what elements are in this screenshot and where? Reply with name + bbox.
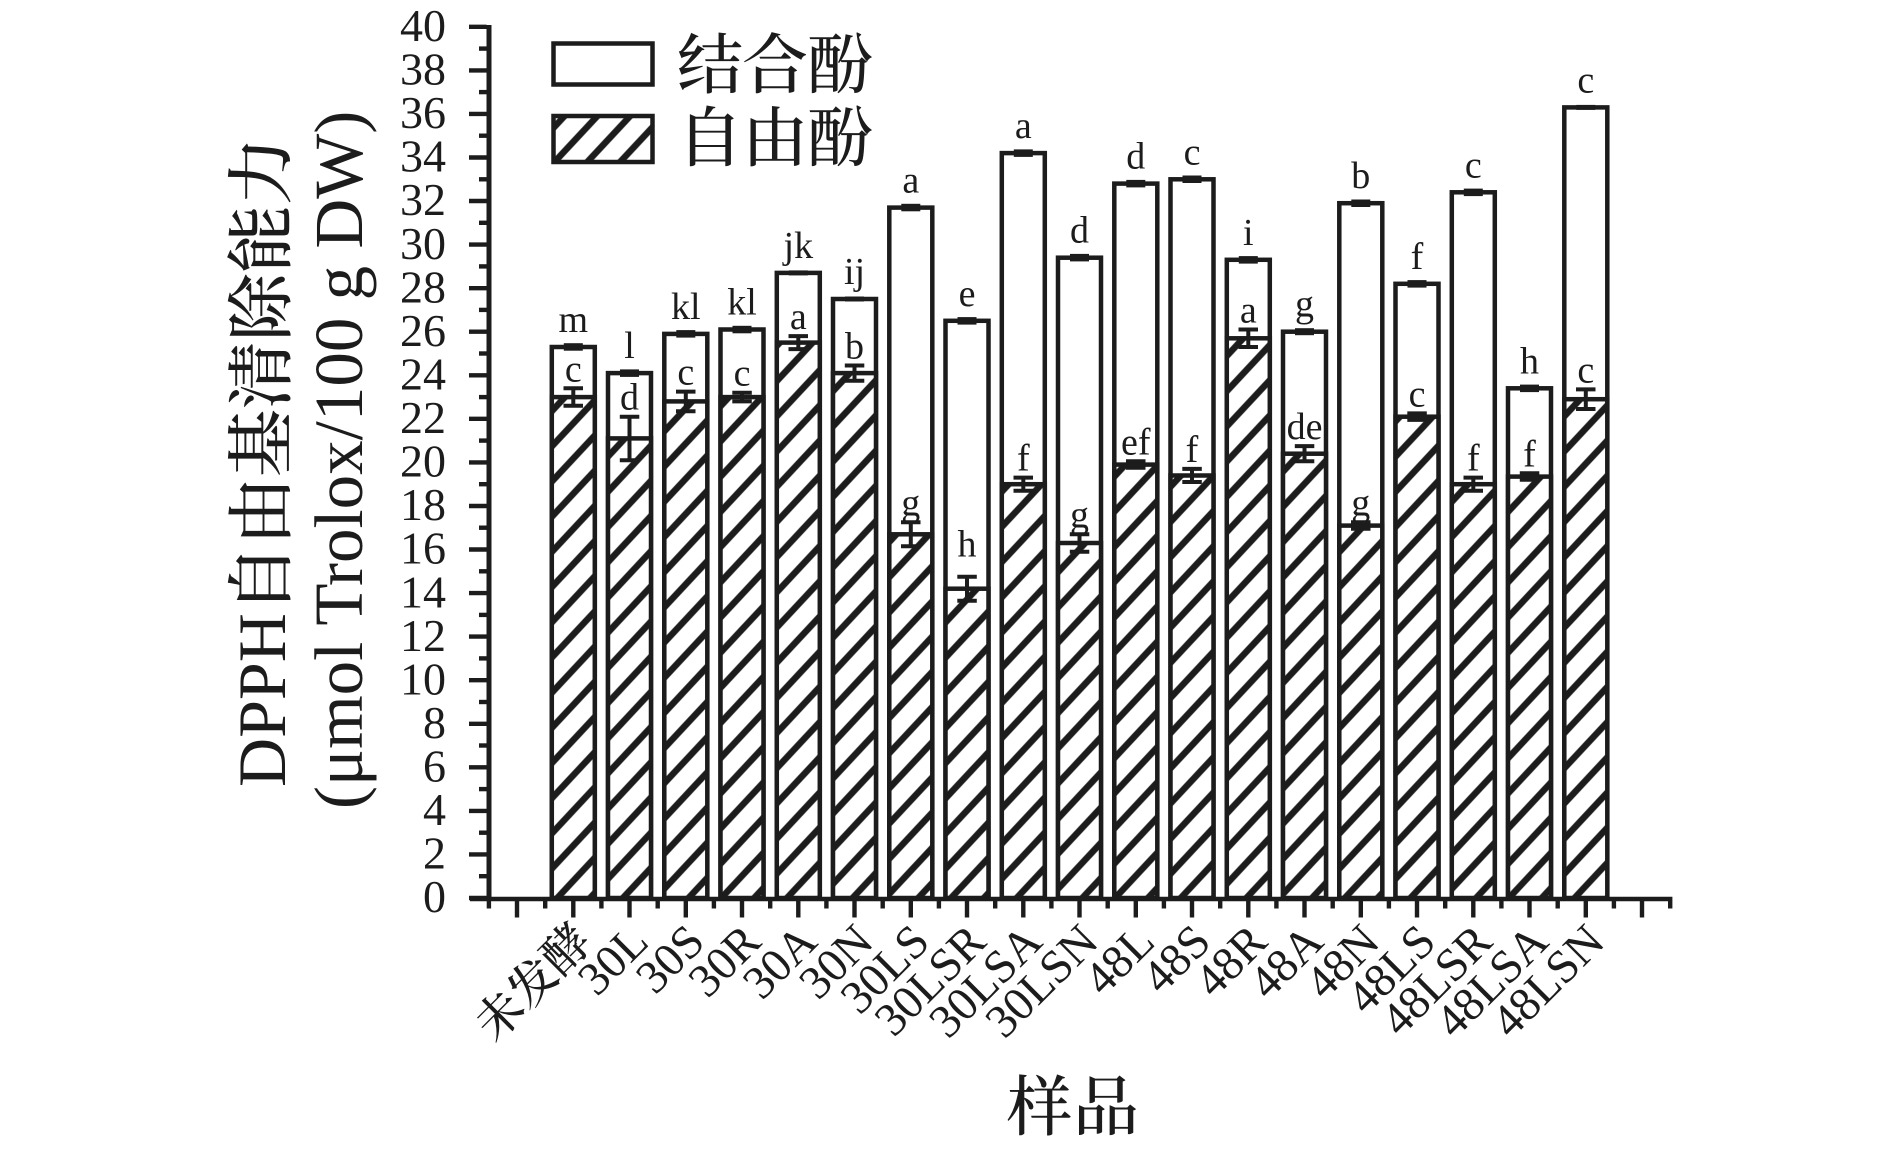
svg-text:f: f [1523, 433, 1536, 475]
svg-text:f: f [1186, 429, 1199, 471]
svg-text:kl: kl [671, 286, 701, 328]
svg-text:a: a [1015, 105, 1032, 147]
svg-text:a: a [1240, 290, 1257, 332]
svg-text:36: 36 [400, 87, 446, 138]
svg-text:jk: jk [782, 225, 814, 267]
svg-text:kl: kl [727, 282, 757, 324]
svg-text:l: l [624, 325, 635, 367]
svg-text:c: c [1465, 144, 1482, 186]
svg-text:40: 40 [400, 0, 446, 51]
svg-text:4: 4 [423, 784, 446, 835]
svg-text:g: g [1070, 494, 1089, 536]
svg-text:8: 8 [423, 697, 446, 748]
svg-text:ef: ef [1121, 421, 1151, 463]
svg-text:20: 20 [400, 436, 446, 487]
svg-text:(μmol Trolox/100 g DW): (μmol Trolox/100 g DW) [301, 111, 377, 809]
svg-text:d: d [620, 377, 639, 419]
svg-text:12: 12 [400, 610, 446, 661]
svg-text:24: 24 [400, 349, 446, 400]
svg-text:DPPH: DPPH [224, 613, 300, 787]
svg-text:c: c [1577, 59, 1594, 101]
svg-text:c: c [1577, 349, 1594, 391]
svg-text:6: 6 [423, 741, 446, 792]
svg-text:c: c [734, 353, 751, 395]
svg-text:30: 30 [400, 218, 446, 269]
svg-text:g: g [1351, 482, 1370, 524]
svg-text:c: c [677, 352, 694, 394]
svg-text:10: 10 [400, 653, 446, 704]
svg-text:32: 32 [400, 174, 446, 225]
svg-text:d: d [1126, 136, 1145, 178]
svg-text:16: 16 [400, 523, 446, 574]
svg-text:b: b [845, 326, 864, 368]
svg-text:f: f [1017, 438, 1030, 480]
svg-text:34: 34 [400, 131, 446, 182]
svg-text:ij: ij [844, 251, 865, 293]
svg-text:0: 0 [423, 871, 446, 922]
svg-text:f: f [1467, 438, 1480, 480]
svg-text:28: 28 [400, 261, 446, 312]
svg-text:22: 22 [400, 392, 446, 443]
svg-text:h: h [1520, 340, 1539, 382]
svg-text:18: 18 [400, 479, 446, 530]
svg-text:h: h [958, 524, 977, 566]
svg-text:c: c [1409, 373, 1426, 415]
svg-text:e: e [959, 273, 976, 315]
svg-text:i: i [1243, 212, 1254, 254]
svg-text:de: de [1287, 406, 1323, 448]
svg-text:c: c [565, 348, 582, 390]
svg-text:g: g [1295, 284, 1314, 326]
svg-text:c: c [1184, 131, 1201, 173]
svg-text:26: 26 [400, 305, 446, 356]
svg-text:a: a [902, 160, 919, 202]
svg-text:a: a [790, 296, 807, 338]
svg-text:14: 14 [400, 566, 446, 617]
svg-text:b: b [1351, 155, 1370, 197]
svg-text:f: f [1411, 236, 1424, 278]
svg-text:m: m [559, 299, 589, 341]
svg-text:2: 2 [423, 828, 446, 879]
svg-text:38: 38 [400, 44, 446, 95]
svg-text:d: d [1070, 210, 1089, 252]
svg-text:g: g [901, 482, 920, 524]
